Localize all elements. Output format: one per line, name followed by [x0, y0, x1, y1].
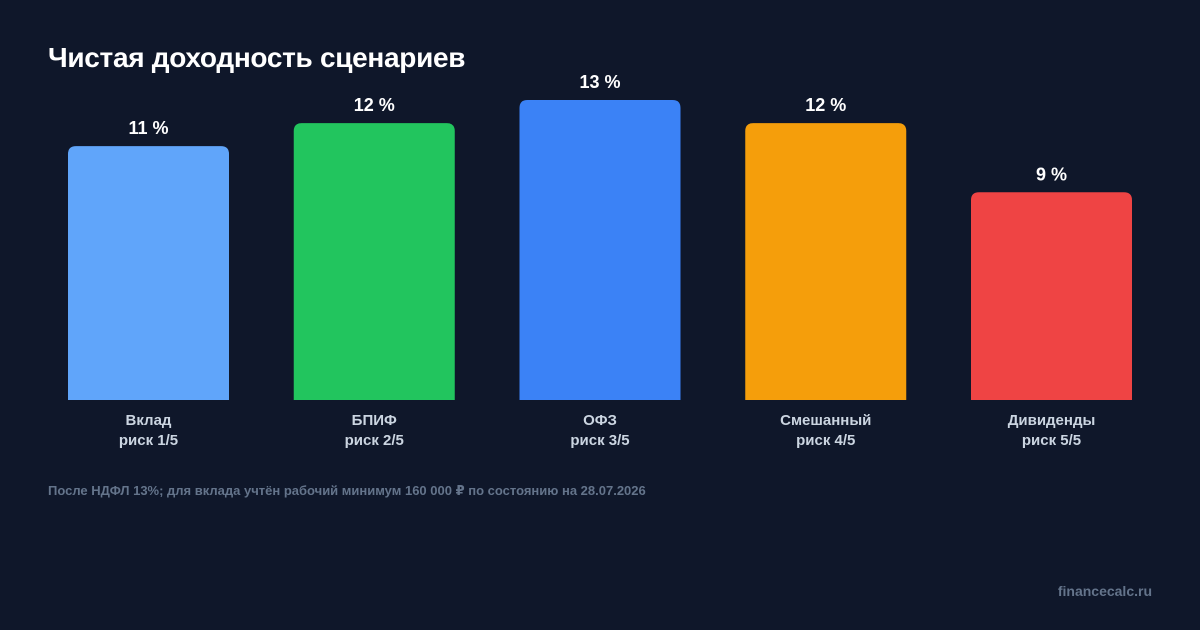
category-label: Смешанный	[780, 412, 871, 429]
bar-chart: 11 % Вклад риск 1/5 12 % БПИФ риск 2/5 13 % ОФЗ…	[68, 72, 1132, 449]
footnote: После НДФЛ 13%; для вклада учтён рабочий…	[48, 483, 646, 498]
bar-5	[971, 192, 1132, 400]
risk-label: риск 5/5	[1022, 432, 1081, 449]
risk-label: риск 4/5	[796, 432, 855, 449]
value-label: 12 %	[354, 95, 395, 115]
value-label: 11 %	[128, 118, 168, 138]
bar-4	[745, 123, 907, 401]
risk-label: риск 2/5	[345, 432, 404, 449]
bar-1	[68, 146, 229, 400]
chart-title: Чистая доходность сценариев	[48, 42, 466, 73]
category-label: Дивиденды	[1008, 412, 1096, 429]
category-label: ОФЗ	[583, 412, 617, 429]
value-label: 9 %	[1036, 164, 1067, 184]
bar-3	[519, 100, 681, 400]
category-label: БПИФ	[352, 412, 397, 429]
risk-label: риск 3/5	[570, 432, 629, 449]
value-label: 13 %	[579, 72, 620, 92]
brand-watermark: financecalc.ru	[1057, 583, 1152, 599]
value-label: 12 %	[805, 95, 846, 115]
bar-2	[293, 123, 455, 401]
risk-label: риск 1/5	[119, 432, 178, 449]
category-label: Вклад	[126, 412, 172, 429]
